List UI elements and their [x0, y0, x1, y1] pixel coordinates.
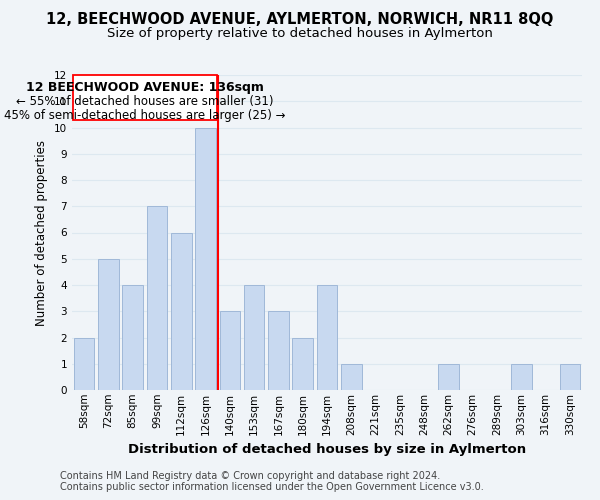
Bar — [317, 285, 337, 390]
Y-axis label: Number of detached properties: Number of detached properties — [35, 140, 49, 326]
Text: Contains public sector information licensed under the Open Government Licence v3: Contains public sector information licen… — [60, 482, 484, 492]
Text: 12, BEECHWOOD AVENUE, AYLMERTON, NORWICH, NR11 8QQ: 12, BEECHWOOD AVENUE, AYLMERTON, NORWICH… — [46, 12, 554, 28]
Bar — [122, 285, 143, 390]
Bar — [171, 232, 191, 390]
FancyBboxPatch shape — [73, 75, 217, 120]
X-axis label: Distribution of detached houses by size in Aylmerton: Distribution of detached houses by size … — [128, 443, 526, 456]
Bar — [341, 364, 362, 390]
Bar — [146, 206, 167, 390]
Bar — [98, 259, 119, 390]
Bar — [244, 285, 265, 390]
Text: 12 BEECHWOOD AVENUE: 136sqm: 12 BEECHWOOD AVENUE: 136sqm — [26, 81, 264, 94]
Text: Contains HM Land Registry data © Crown copyright and database right 2024.: Contains HM Land Registry data © Crown c… — [60, 471, 440, 481]
Bar — [560, 364, 580, 390]
Bar — [511, 364, 532, 390]
Bar — [438, 364, 459, 390]
Bar — [268, 311, 289, 390]
Bar — [220, 311, 240, 390]
Bar — [74, 338, 94, 390]
Bar — [195, 128, 216, 390]
Text: ← 55% of detached houses are smaller (31): ← 55% of detached houses are smaller (31… — [16, 96, 274, 108]
Text: 45% of semi-detached houses are larger (25) →: 45% of semi-detached houses are larger (… — [4, 109, 286, 122]
Text: Size of property relative to detached houses in Aylmerton: Size of property relative to detached ho… — [107, 28, 493, 40]
Bar — [292, 338, 313, 390]
